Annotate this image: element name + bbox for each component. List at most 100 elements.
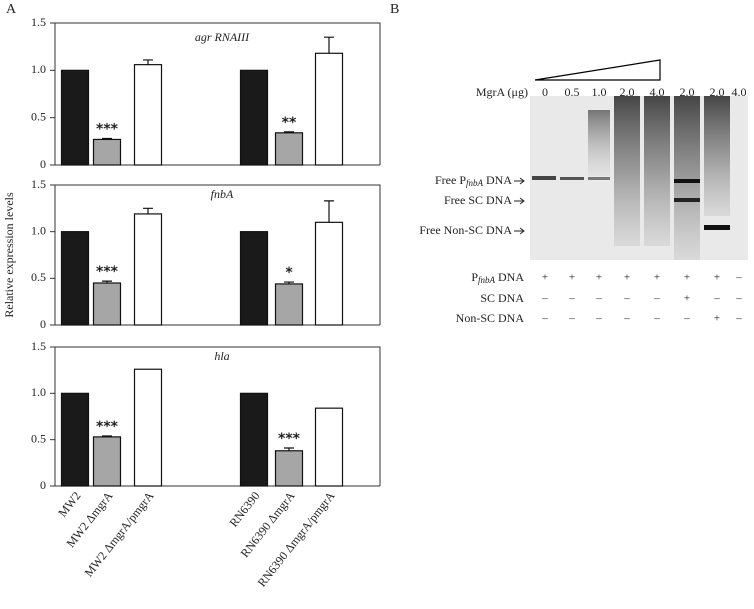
- frame: [54, 184, 381, 325]
- dose: 2.0: [680, 85, 695, 99]
- sign: +: [684, 293, 690, 305]
- label-part: Free SC DNA: [444, 193, 512, 207]
- significance-label: ***: [96, 121, 119, 137]
- label-part: fnbA: [478, 275, 496, 285]
- error-bar: [102, 137, 112, 140]
- error-bar: [102, 280, 112, 283]
- y-tick-label: 0.5: [31, 109, 46, 123]
- dose: 2.0: [620, 85, 635, 99]
- y-tick-label: 1.5: [31, 15, 46, 29]
- sign: –: [623, 313, 630, 325]
- error-bar: [284, 281, 294, 284]
- error-bar: [102, 435, 112, 437]
- dose: 2.0: [710, 85, 725, 99]
- label-part: SC DNA: [480, 291, 524, 305]
- sign: +: [714, 272, 720, 284]
- bar: [60, 231, 90, 326]
- error-bar: [284, 447, 294, 451]
- label-part: Free Non-SC DNA: [419, 223, 512, 237]
- frame: [54, 22, 381, 165]
- bar: [314, 221, 344, 326]
- bar: [274, 283, 304, 326]
- x-tick-label: MW2 ΔmgrA/pmgrA: [81, 489, 156, 580]
- bar: [92, 138, 122, 166]
- sign: –: [541, 293, 548, 305]
- significance-label: **: [282, 115, 297, 131]
- sign: –: [683, 313, 690, 325]
- y-tick-label: 1.5: [31, 339, 46, 353]
- bar: [314, 52, 344, 166]
- sign: –: [595, 293, 602, 305]
- sign: –: [653, 313, 660, 325]
- panel-label: A: [6, 2, 17, 17]
- y-tick-label: 0.5: [31, 270, 46, 284]
- label-part: fnbA: [466, 178, 484, 188]
- label-part: P: [471, 270, 478, 284]
- sign: +: [596, 272, 602, 284]
- dose: 4.0: [650, 85, 665, 99]
- frame: [54, 346, 381, 486]
- dose-label: MgrA (μg): [476, 85, 528, 99]
- row-label: PfnbA DNA: [471, 270, 524, 285]
- bar: [314, 407, 344, 487]
- y-axis-label: Relative expression levels: [2, 192, 16, 318]
- bar: [60, 392, 90, 487]
- error-bar: [324, 36, 334, 54]
- significance-label: ***: [96, 264, 119, 280]
- bar: [239, 231, 269, 326]
- band-arrow: [514, 177, 525, 185]
- sign: +: [684, 272, 690, 284]
- label-part: Free P: [435, 173, 466, 187]
- y-tick-label: 1.5: [31, 177, 46, 191]
- x-tick-label: RN6390 ΔmgrA/pmgrA: [255, 489, 338, 590]
- sign: –: [568, 313, 575, 325]
- significance-label: ***: [278, 431, 301, 447]
- row-label: Non-SC DNA: [456, 311, 525, 325]
- band-label: Free SC DNA: [444, 193, 512, 207]
- band-arrow: [514, 227, 525, 235]
- chart-title: fnbA: [211, 187, 234, 201]
- bar: [274, 450, 304, 487]
- sign: +: [542, 272, 548, 284]
- y-tick-label: 1.0: [31, 223, 46, 237]
- bar: [92, 436, 122, 487]
- x-tick-label: RN6390: [226, 489, 262, 530]
- sign: –: [735, 313, 742, 325]
- bar: [92, 282, 122, 326]
- error-bar: [324, 200, 334, 223]
- sign: –: [623, 293, 630, 305]
- chart-title: agr RNAIII: [195, 30, 250, 44]
- sign: –: [595, 313, 602, 325]
- panel-label: B: [390, 2, 399, 17]
- sign: –: [713, 293, 720, 305]
- bar: [133, 368, 163, 487]
- error-bar: [143, 59, 153, 65]
- label-part: DNA: [495, 270, 524, 284]
- sign: –: [735, 293, 742, 305]
- significance-label: *: [285, 265, 293, 281]
- sign: –: [735, 272, 742, 284]
- error-bar: [284, 131, 294, 133]
- y-tick-label: 1.0: [31, 385, 46, 399]
- bar: [60, 69, 90, 166]
- dose: 4.0: [732, 85, 747, 99]
- bar: [274, 132, 304, 166]
- y-tick-label: 1.0: [31, 62, 46, 76]
- y-tick-label: 0.5: [31, 431, 46, 445]
- sign: –: [568, 293, 575, 305]
- gel-image: [530, 59, 748, 260]
- y-tick-label: 0: [40, 317, 46, 331]
- band-label: Free Non-SC DNA: [419, 223, 512, 237]
- bar: [133, 64, 163, 166]
- sign: +: [654, 272, 660, 284]
- sign: –: [653, 293, 660, 305]
- sign: +: [624, 272, 630, 284]
- chart-title: hla: [214, 349, 229, 363]
- band-label: Free PfnbA DNA: [435, 173, 512, 188]
- band-arrow: [514, 197, 525, 205]
- bar: [133, 213, 163, 326]
- dose: 0.5: [565, 85, 580, 99]
- sign: –: [541, 313, 548, 325]
